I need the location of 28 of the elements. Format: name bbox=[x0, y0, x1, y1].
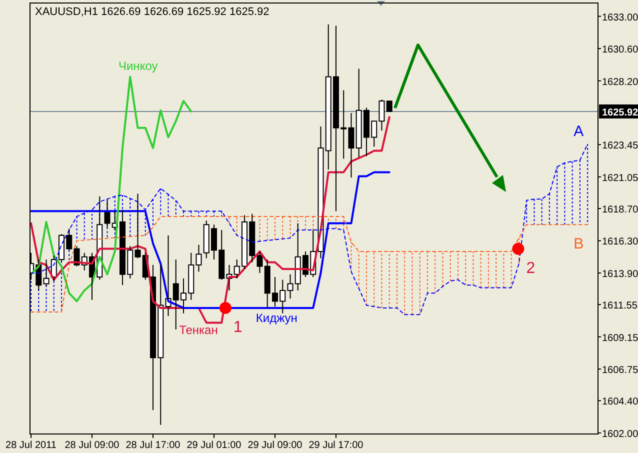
annotation: 1 bbox=[233, 318, 242, 336]
y-tick-label: 1630.60 bbox=[602, 44, 638, 56]
annotation: 2 bbox=[526, 260, 536, 277]
y-tick-label: 1602.00 bbox=[602, 428, 638, 440]
series-label: A bbox=[574, 122, 584, 140]
x-tick-label: 28 Jul 2011 bbox=[6, 440, 57, 451]
y-tick-label: 1606.75 bbox=[602, 365, 638, 376]
y-tick-label: 1621.05 bbox=[602, 172, 638, 184]
y-tick-label: 1611.55 bbox=[602, 300, 638, 312]
y-tick-label: 1613.90 bbox=[602, 268, 638, 280]
ref-line-label: 1625.92 bbox=[602, 107, 638, 118]
x-tick-label: 29 Jul 01:00 bbox=[186, 440, 242, 451]
y-tick-label: 1604.40 bbox=[602, 396, 638, 408]
y-tick-label: 1609.15 bbox=[602, 332, 638, 344]
y-tick-label: 1618.70 bbox=[602, 204, 638, 216]
series-label: Киджун bbox=[256, 310, 298, 325]
series-label: Чинкоу bbox=[118, 58, 158, 73]
series-label: B bbox=[574, 236, 584, 253]
y-tick-label: 1623.45 bbox=[602, 140, 638, 152]
chart-title: XAUUSD,H1 1626.69 1626.69 1625.92 1625.92 bbox=[35, 6, 270, 18]
y-tick-label: 1628.20 bbox=[602, 76, 638, 88]
x-tick-label: 28 Jul 09:00 bbox=[64, 440, 120, 451]
x-tick-label: 29 Jul 09:00 bbox=[248, 440, 303, 451]
y-tick-label: 1633.00 bbox=[602, 12, 638, 24]
y-tick-label: 1616.30 bbox=[602, 236, 638, 248]
series-label: Тенкан bbox=[179, 322, 218, 337]
x-tick-label: 29 Jul 17:00 bbox=[308, 440, 364, 451]
x-tick-label: 28 Jul 17:00 bbox=[126, 440, 181, 451]
